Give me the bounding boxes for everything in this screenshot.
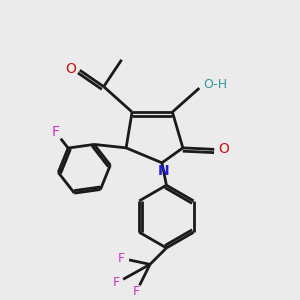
Text: F: F	[133, 286, 140, 298]
Text: N: N	[158, 164, 170, 178]
Text: F: F	[52, 125, 60, 139]
Text: F: F	[113, 276, 120, 290]
Text: O: O	[65, 62, 76, 76]
Text: F: F	[118, 252, 125, 265]
Text: O-H: O-H	[203, 78, 227, 91]
Text: O: O	[218, 142, 229, 156]
